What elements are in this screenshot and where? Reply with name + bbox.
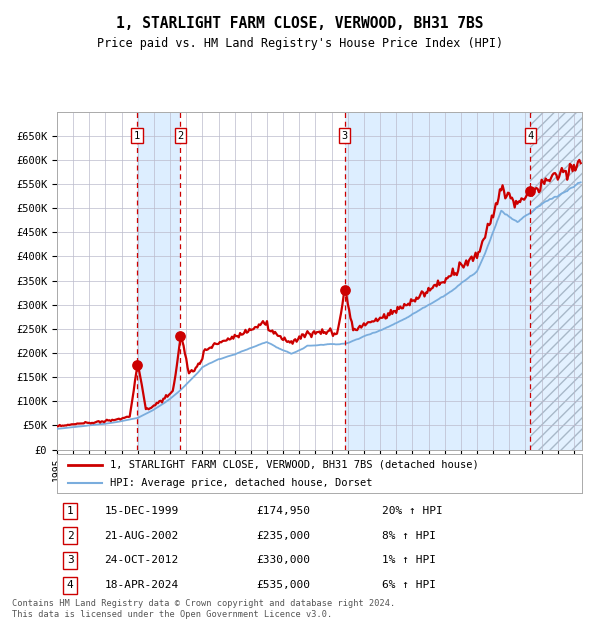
Bar bbox=[344, 112, 530, 450]
Text: Contains HM Land Registry data © Crown copyright and database right 2024.
This d: Contains HM Land Registry data © Crown c… bbox=[12, 600, 395, 619]
Text: £330,000: £330,000 bbox=[257, 556, 311, 565]
Text: 4: 4 bbox=[527, 131, 533, 141]
Text: 21-AUG-2002: 21-AUG-2002 bbox=[104, 531, 179, 541]
Text: 2: 2 bbox=[67, 531, 74, 541]
Text: 15-DEC-1999: 15-DEC-1999 bbox=[104, 506, 179, 516]
Text: 24-OCT-2012: 24-OCT-2012 bbox=[104, 556, 179, 565]
Text: 20% ↑ HPI: 20% ↑ HPI bbox=[383, 506, 443, 516]
Bar bbox=[137, 112, 181, 450]
Text: £174,950: £174,950 bbox=[257, 506, 311, 516]
Point bbox=[340, 285, 349, 295]
Text: 3: 3 bbox=[67, 556, 74, 565]
Point bbox=[526, 186, 535, 196]
Point bbox=[176, 331, 185, 341]
Text: £235,000: £235,000 bbox=[257, 531, 311, 541]
Text: Price paid vs. HM Land Registry's House Price Index (HPI): Price paid vs. HM Land Registry's House … bbox=[97, 37, 503, 50]
Text: 1, STARLIGHT FARM CLOSE, VERWOOD, BH31 7BS (detached house): 1, STARLIGHT FARM CLOSE, VERWOOD, BH31 7… bbox=[110, 460, 478, 470]
Point bbox=[133, 360, 142, 370]
Text: 2: 2 bbox=[177, 131, 184, 141]
Text: 6% ↑ HPI: 6% ↑ HPI bbox=[383, 580, 437, 590]
Text: 1: 1 bbox=[134, 131, 140, 141]
Text: £535,000: £535,000 bbox=[257, 580, 311, 590]
Text: 1, STARLIGHT FARM CLOSE, VERWOOD, BH31 7BS: 1, STARLIGHT FARM CLOSE, VERWOOD, BH31 7… bbox=[116, 16, 484, 30]
Text: 1% ↑ HPI: 1% ↑ HPI bbox=[383, 556, 437, 565]
Text: 4: 4 bbox=[67, 580, 74, 590]
Text: 18-APR-2024: 18-APR-2024 bbox=[104, 580, 179, 590]
Bar bbox=[530, 112, 582, 450]
Text: 3: 3 bbox=[341, 131, 348, 141]
Text: HPI: Average price, detached house, Dorset: HPI: Average price, detached house, Dors… bbox=[110, 477, 372, 487]
Text: 8% ↑ HPI: 8% ↑ HPI bbox=[383, 531, 437, 541]
Text: 1: 1 bbox=[67, 506, 74, 516]
